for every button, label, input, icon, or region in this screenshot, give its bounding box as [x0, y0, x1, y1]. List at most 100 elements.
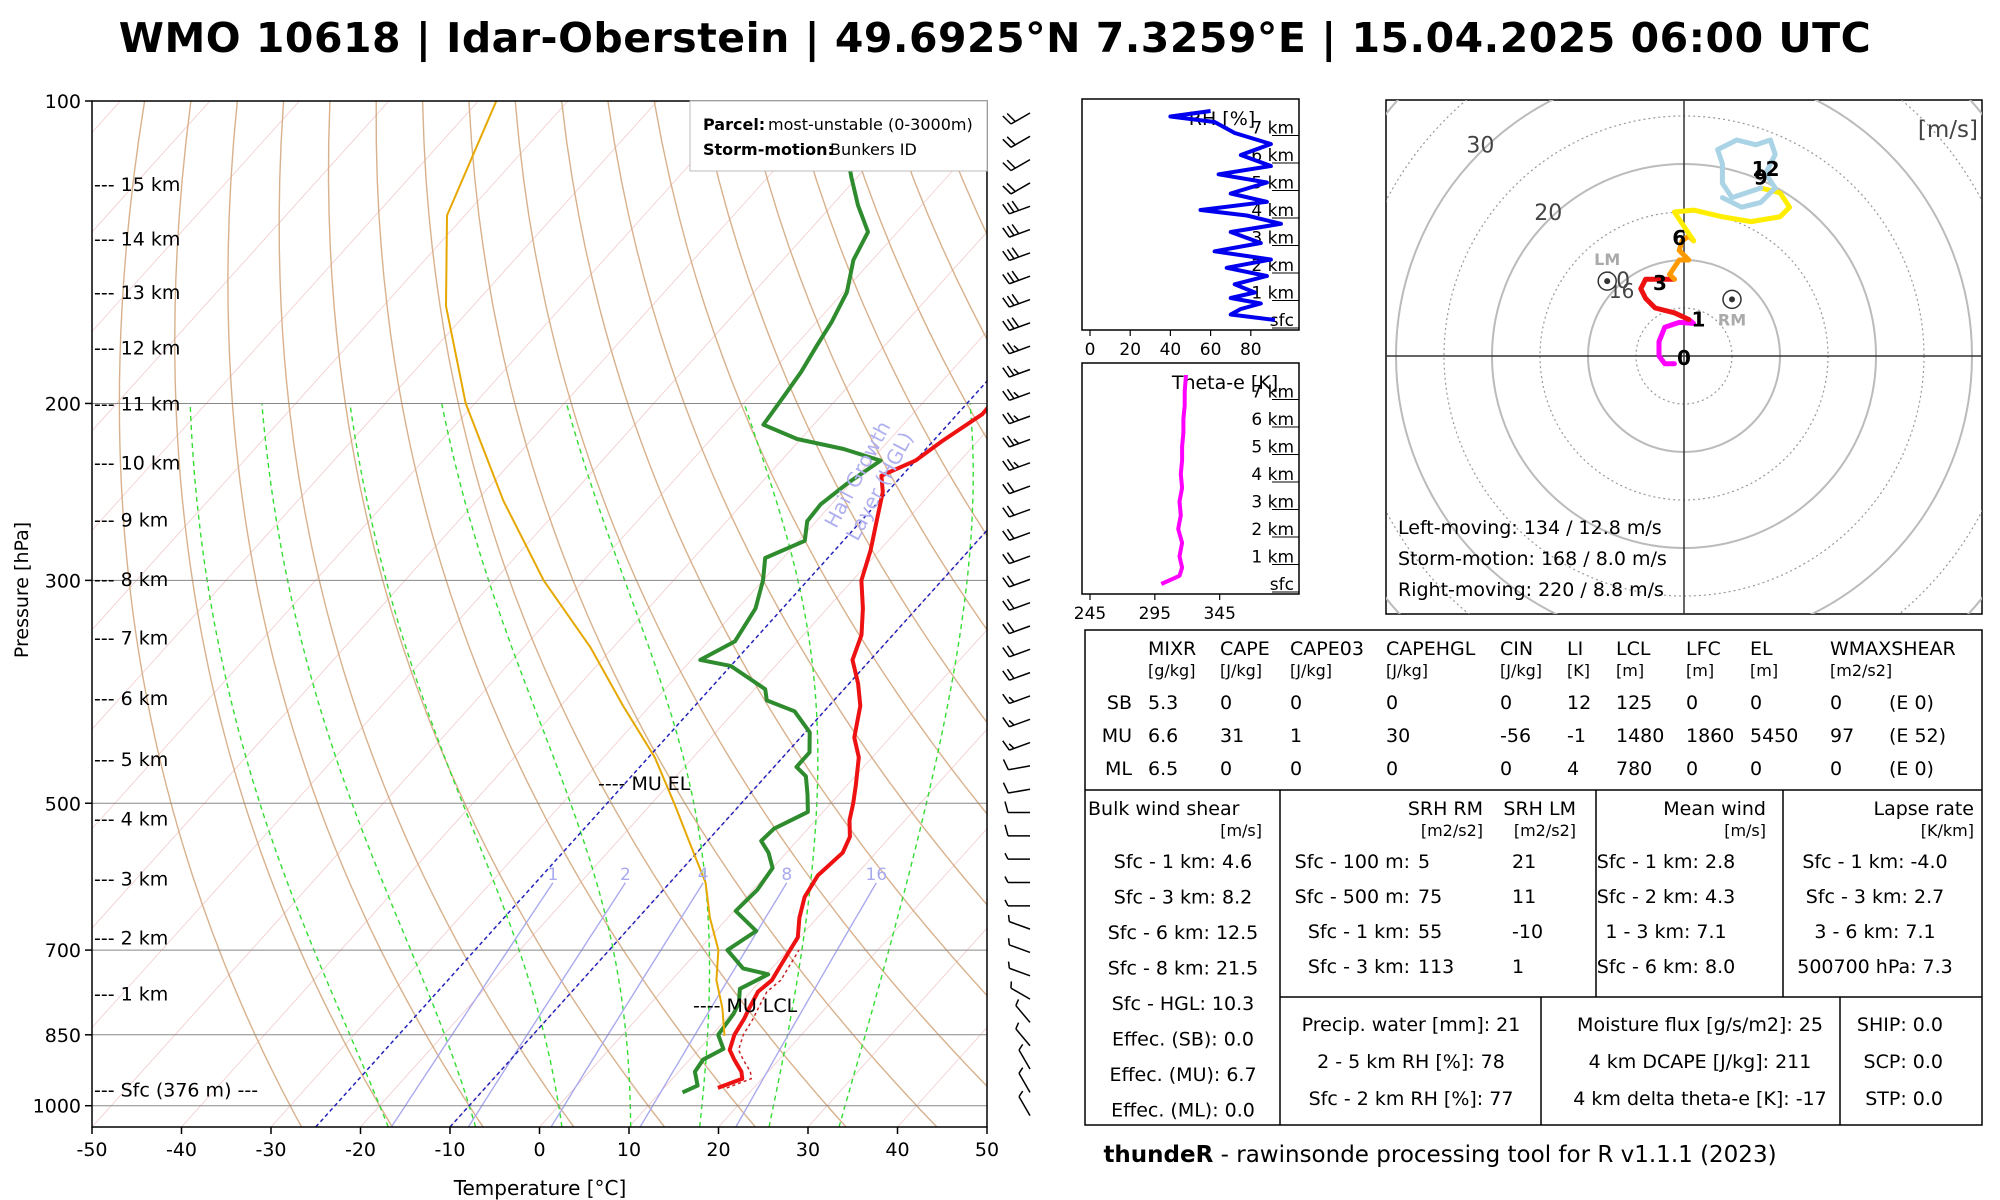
- moisture-value: Moisture flux [g/s/m2]: 25: [1577, 1014, 1823, 1036]
- hodo-unit: [m/s]: [1918, 117, 1978, 143]
- profile-height-label: 2 km: [1251, 520, 1294, 540]
- shear-value: Effec. (SB): 0.0: [1112, 1029, 1254, 1051]
- wind-barb-staff: [1009, 205, 1031, 215]
- hodo-height-marker: 1: [1691, 308, 1705, 332]
- mixing-ratio-line: [467, 882, 626, 1127]
- pressure-tick-label: 100: [45, 91, 81, 113]
- height-label: --- 12 km: [94, 338, 180, 360]
- wind-barb-flag: [1002, 274, 1010, 285]
- profile-x-label: 20: [1119, 340, 1141, 360]
- rh-line: [1168, 109, 1283, 322]
- table-row-label: MU: [1102, 725, 1132, 747]
- wind-barb-flag: [1015, 999, 1020, 1006]
- isotherm-line: [92, 101, 837, 929]
- height-label: --- Sfc (376 m) ---: [94, 1080, 258, 1102]
- wind-barb-staff: [1009, 485, 1031, 495]
- wind-barb-staff: [1010, 112, 1031, 125]
- mean-wind-title: Mean wind: [1663, 798, 1766, 820]
- dry-adiabat-line: [607, 101, 987, 906]
- profile-x-label: 60: [1200, 340, 1222, 360]
- wind-barb-staff: [1009, 695, 1031, 705]
- table-cell: 4: [1567, 758, 1579, 780]
- wind-barb-flag: [1006, 575, 1015, 586]
- wind-barb: [1002, 435, 1031, 448]
- wind-barb-flag: [1013, 368, 1020, 375]
- wind-barb: [1002, 645, 1031, 658]
- wind-barb: [1002, 782, 1031, 794]
- thetae-title: Theta-e [K]: [1171, 372, 1278, 394]
- dry-adiabat-line: [792, 101, 987, 537]
- wind-barb: [1002, 668, 1031, 681]
- table-header: CAPEHGL: [1386, 638, 1476, 660]
- table-row-label: SB: [1107, 692, 1132, 714]
- wind-barb-flag: [1002, 759, 1010, 771]
- dry-adiabat-line: [1025, 101, 1060, 1127]
- wind-barb-flag: [1011, 270, 1020, 281]
- dry-adiabat-line: [514, 101, 987, 1088]
- wind-barb: [1002, 342, 1031, 355]
- lapse-value: Sfc - 1 km: -4.0: [1802, 851, 1947, 873]
- wind-barb: [1002, 365, 1031, 378]
- wind-barb-staff: [1018, 1096, 1031, 1117]
- mu-lcl-label: ---- MU LCL: [693, 995, 798, 1017]
- wind-barb-flag: [1002, 204, 1010, 215]
- wind-barb-flag: [1013, 438, 1020, 445]
- profile-height-label: 1 km: [1251, 284, 1294, 304]
- table-header: LCL: [1616, 638, 1651, 660]
- table-header: MIXR: [1148, 638, 1196, 660]
- wind-barb-flag: [1002, 138, 1012, 148]
- mixing-ratio-line: [639, 882, 788, 1127]
- wind-barb: [1002, 528, 1031, 541]
- wind-barb-staff: [1010, 135, 1031, 148]
- wind-barb: [1002, 505, 1031, 518]
- mean-wind-value: Sfc - 2 km: 4.3: [1597, 886, 1735, 908]
- hodo-height-marker: 6: [1672, 226, 1686, 250]
- moisture-value: 4 km DCAPE [J/kg]: 211: [1589, 1051, 1812, 1073]
- skewt-ylabel: Pressure [hPa]: [11, 522, 33, 658]
- hodo-height-marker: 12: [1752, 157, 1780, 181]
- wind-barb: [1007, 914, 1031, 930]
- table-cell: 0: [1386, 692, 1398, 714]
- mixing-ratio-label: 16: [866, 865, 888, 885]
- height-label: --- 2 km: [94, 927, 168, 949]
- table-cell: 5450: [1750, 725, 1798, 747]
- wind-barb: [1015, 999, 1031, 1023]
- wind-barb: [1002, 412, 1031, 425]
- shear-value: Effec. (MU): 6.7: [1109, 1064, 1256, 1086]
- height-label: --- 14 km: [94, 228, 180, 250]
- wind-barb-staff: [1009, 741, 1031, 751]
- thetae-line: [1160, 374, 1188, 586]
- wind-barb-flag: [1006, 645, 1015, 656]
- wind-barb-staff: [1018, 1072, 1031, 1093]
- wind-barb-flag: [1007, 961, 1011, 969]
- table-unit: [J/kg]: [1290, 661, 1332, 680]
- wind-barb-flag: [1002, 320, 1010, 331]
- wind-barb: [1018, 1090, 1031, 1117]
- wind-barb: [1002, 552, 1031, 565]
- isotherm-line: [270, 330, 987, 1127]
- srh-rm-value: 75: [1418, 886, 1442, 908]
- wind-barb: [1002, 717, 1031, 728]
- isotherm-line: [92, 101, 300, 333]
- wind-barb-flag: [1006, 458, 1015, 470]
- skewt-xlabel: Temperature [°C]: [453, 1176, 627, 1200]
- lapse-value: 3 - 6 km: 7.1: [1814, 921, 1935, 943]
- table-cell: 0: [1220, 692, 1232, 714]
- wind-barb-staff: [1009, 252, 1031, 262]
- hodo-line: [1638, 276, 1692, 322]
- table-cell: 0: [1500, 758, 1512, 780]
- isotherm-line: [539, 629, 987, 1127]
- profile-height-label: sfc: [1270, 575, 1294, 595]
- wind-barb: [1004, 899, 1030, 907]
- height-label: --- 5 km: [94, 749, 168, 771]
- svg-text:most-unstable (0-3000m): most-unstable (0-3000m): [768, 115, 973, 134]
- wind-barb-staff: [1009, 920, 1031, 930]
- dry-adiabat-line: [468, 101, 938, 1127]
- wind-barb-staff: [1009, 462, 1031, 472]
- moisture-value: 4 km delta theta-e [K]: -17: [1573, 1088, 1826, 1110]
- wind-barb-flag: [1006, 388, 1015, 400]
- wind-barb-staff: [1009, 228, 1031, 238]
- table-unit: [J/kg]: [1220, 661, 1262, 680]
- profile-height-label: 6 km: [1251, 410, 1294, 430]
- wind-barb: [1002, 482, 1031, 495]
